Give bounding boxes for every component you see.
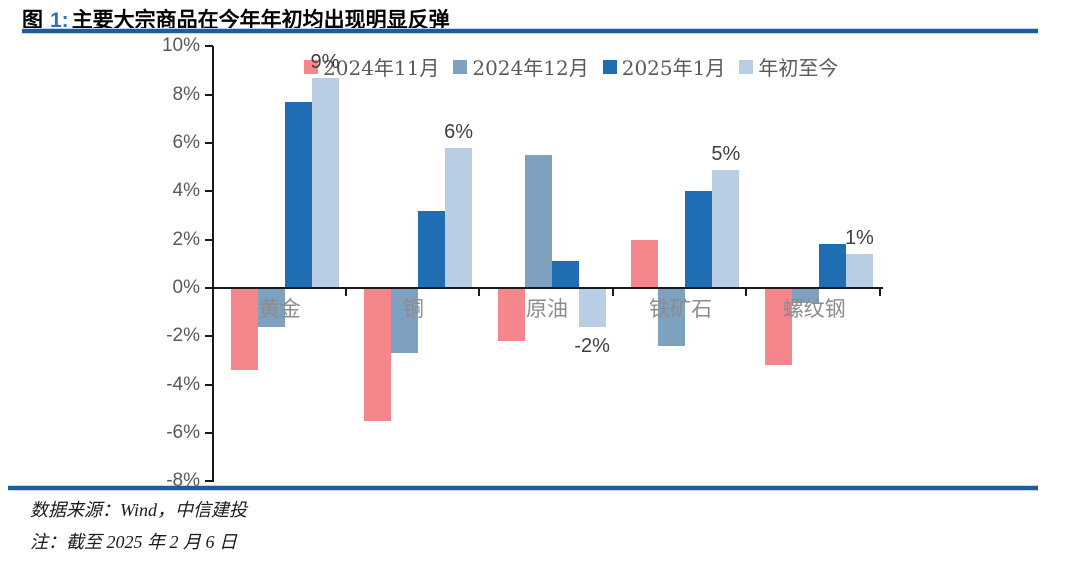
y-axis-tick-mark <box>205 383 213 386</box>
y-axis-tick-mark <box>205 432 213 435</box>
bar <box>578 288 606 327</box>
y-axis-tick-mark <box>205 287 213 289</box>
y-axis-tick-label: -4% <box>166 373 200 395</box>
bar <box>712 169 740 288</box>
y-axis-tick-mark <box>205 45 213 48</box>
category-label: 黄金 <box>258 297 301 321</box>
legend-label: 2024年11月 <box>323 56 440 80</box>
y-axis-tick-mark <box>205 93 213 96</box>
legend-label: 2024年12月 <box>472 56 589 80</box>
x-axis-tick-mark <box>879 289 881 296</box>
bar <box>230 288 258 371</box>
title-divider <box>22 28 1038 34</box>
bar <box>391 288 419 354</box>
y-axis-tick-label: 10% <box>161 35 200 57</box>
bar-value-label: -2% <box>574 334 610 357</box>
x-axis-tick-mark <box>611 289 614 296</box>
y-axis-tick-label: 8% <box>172 83 200 105</box>
y-axis-tick-mark <box>205 480 213 483</box>
bar <box>764 288 792 366</box>
y-axis-tick-label: -8% <box>166 470 200 492</box>
y-axis-tick-label: 4% <box>172 180 200 202</box>
bar-value-label: 1% <box>844 227 874 250</box>
y-axis-tick-label: -2% <box>166 325 200 347</box>
x-axis-tick-mark <box>344 289 347 296</box>
legend-label: 年初至今 <box>758 56 839 80</box>
legend-swatch-icon <box>739 59 754 74</box>
x-axis-tick-mark <box>478 289 481 296</box>
legend-item: 2024年11月 <box>304 52 439 81</box>
x-axis-line <box>212 287 883 289</box>
bar-value-label: 5% <box>711 142 741 165</box>
bar <box>551 261 579 288</box>
y-axis-tick-label: 6% <box>172 131 200 153</box>
y-axis-tick-label: 2% <box>172 228 200 250</box>
bar <box>845 254 873 288</box>
bar <box>631 239 659 288</box>
bar <box>818 244 846 288</box>
category-label: 原油 <box>526 297 568 321</box>
bar <box>497 288 525 342</box>
legend-swatch-icon <box>304 59 318 74</box>
bar-value-label: 9% <box>310 50 340 73</box>
y-axis-line <box>212 46 214 482</box>
date-note: 注：截至 2025 年 2 月 6 日 <box>30 532 237 552</box>
legend-swatch-icon <box>602 59 617 74</box>
legend-item: 2024年12月 <box>453 52 589 81</box>
bar <box>284 101 312 288</box>
legend-swatch-icon <box>453 59 468 74</box>
legend-item: 年初至今 <box>739 52 838 81</box>
figure-title-text: 主要大宗商品在今年年初均出现明显反弹 <box>71 9 450 32</box>
bar <box>445 147 473 288</box>
bar <box>685 191 713 288</box>
y-axis-tick-label: 0% <box>172 277 200 298</box>
category-label: 铁矿石 <box>649 297 713 321</box>
figure-label: 图 <box>22 9 43 32</box>
x-axis-tick-mark <box>745 289 748 296</box>
legend-item: 2025年1月 <box>602 52 726 81</box>
bar <box>364 288 392 421</box>
bar <box>791 288 819 303</box>
bar <box>257 288 285 327</box>
figure-title: 图 1: 主要大宗商品在今年年初均出现明显反弹 <box>22 4 450 34</box>
bar <box>311 77 339 288</box>
bar-value-label: 6% <box>444 120 474 143</box>
y-axis-tick-mark <box>205 141 213 144</box>
category-label: 螺纹钢 <box>782 297 846 321</box>
bar <box>658 288 686 346</box>
chart-legend: 2024年11月 2024年12月 2025年1月 年初至今 <box>304 52 838 81</box>
y-axis-tick-mark <box>205 190 213 193</box>
data-source: 数据来源：Wind，中信建投 <box>30 500 248 520</box>
y-axis-tick-label: -6% <box>166 422 200 444</box>
bar <box>524 155 552 288</box>
chart-divider <box>8 485 1038 491</box>
category-label: 铜 <box>402 297 424 321</box>
y-axis-tick-mark <box>205 335 213 338</box>
figure-number: 1: <box>50 9 69 32</box>
bar <box>418 210 446 288</box>
y-axis-tick-mark <box>205 238 213 241</box>
legend-label: 2025年1月 <box>621 56 726 80</box>
